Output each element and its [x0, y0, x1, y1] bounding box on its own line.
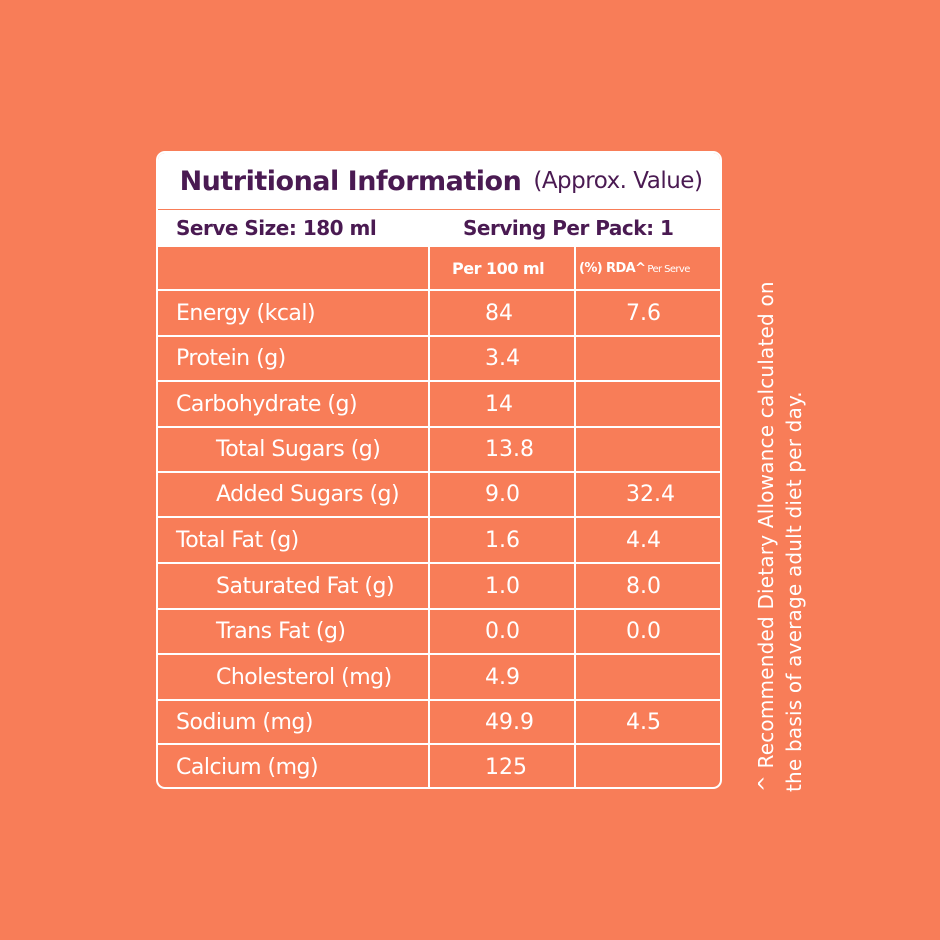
serving-info-row: Serve Size: 180 ml Serving Per Pack: 1 — [158, 210, 720, 247]
nutrition-table: Nutritional Information (Approx. Value) … — [156, 151, 722, 789]
table-row: Trans Fat (g) 0.0 0.0 — [158, 610, 720, 655]
nutrient-name: Total Fat (g) — [176, 527, 299, 553]
servings-per-pack: Serving Per Pack: 1 — [463, 216, 674, 240]
rda-footnote: ^ Recommended Dietary Allowance calculat… — [752, 152, 808, 792]
footnote-line-1: ^ Recommended Dietary Allowance calculat… — [754, 281, 778, 792]
header-per100-cell: Per 100 ml — [430, 247, 576, 289]
nutrient-name: Energy (kcal) — [176, 300, 316, 326]
serve-size: Serve Size: 180 ml — [176, 216, 377, 240]
per100-value: 1.0 — [485, 573, 520, 599]
table-row: Added Sugars (g) 9.0 32.4 — [158, 473, 720, 518]
column-header-row: Per 100 ml (%) RDA^ Per Serve — [158, 247, 720, 291]
header-rda-note: Per Serve — [647, 263, 690, 275]
rda-value: 8.0 — [626, 573, 661, 599]
rda-value: 4.4 — [626, 527, 661, 553]
nutrient-name: Carbohydrate (g) — [176, 391, 358, 417]
nutrient-name: Sodium (mg) — [176, 709, 313, 735]
title-row: Nutritional Information (Approx. Value) — [158, 153, 720, 209]
nutrient-name: Trans Fat (g) — [216, 619, 346, 644]
header-rda: (%) RDA^ Per Serve — [576, 261, 690, 276]
nutrient-name: Protein (g) — [176, 346, 286, 371]
header-per100: Per 100 ml — [452, 258, 545, 278]
per100-value: 0.0 — [485, 619, 520, 644]
table-row: Total Sugars (g) 13.8 — [158, 428, 720, 473]
nutrient-name: Calcium (mg) — [176, 754, 319, 780]
table-row: Protein (g) 3.4 — [158, 337, 720, 382]
table-row: Sodium (mg) 49.9 4.5 — [158, 701, 720, 745]
rda-value: 7.6 — [626, 300, 661, 326]
nutrient-name: Saturated Fat (g) — [216, 573, 395, 599]
header-rda-label: (%) RDA^ — [579, 260, 646, 276]
rda-value: 32.4 — [626, 482, 675, 507]
table-row: Cholesterol (mg) 4.9 — [158, 655, 720, 701]
table-row: Total Fat (g) 1.6 4.4 — [158, 518, 720, 564]
per100-value: 13.8 — [485, 437, 534, 462]
per100-value: 84 — [485, 300, 513, 326]
footnote-line-2: the basis of average adult diet per day. — [782, 391, 806, 792]
per100-value: 4.9 — [485, 664, 520, 690]
header-rda-cell: (%) RDA^ Per Serve — [576, 247, 720, 289]
table-row: Saturated Fat (g) 1.0 8.0 — [158, 564, 720, 610]
table-title-note: (Approx. Value) — [533, 168, 703, 194]
per100-value: 1.6 — [485, 527, 520, 553]
nutrient-name: Cholesterol (mg) — [216, 664, 392, 690]
per100-value: 3.4 — [485, 346, 520, 371]
per100-value: 14 — [485, 391, 513, 417]
table-row: Calcium (mg) 125 — [158, 745, 720, 787]
per100-value: 125 — [485, 754, 527, 780]
nutrient-name: Added Sugars (g) — [216, 482, 400, 507]
table-row: Carbohydrate (g) 14 — [158, 382, 720, 428]
rda-value: 4.5 — [626, 709, 661, 735]
nutrient-name: Total Sugars (g) — [216, 437, 381, 462]
rda-value: 0.0 — [626, 619, 661, 644]
table-row: Energy (kcal) 84 7.6 — [158, 291, 720, 337]
per100-value: 9.0 — [485, 482, 520, 507]
header-empty-cell — [158, 247, 430, 289]
table-title: Nutritional Information — [179, 165, 522, 197]
per100-value: 49.9 — [485, 709, 534, 735]
